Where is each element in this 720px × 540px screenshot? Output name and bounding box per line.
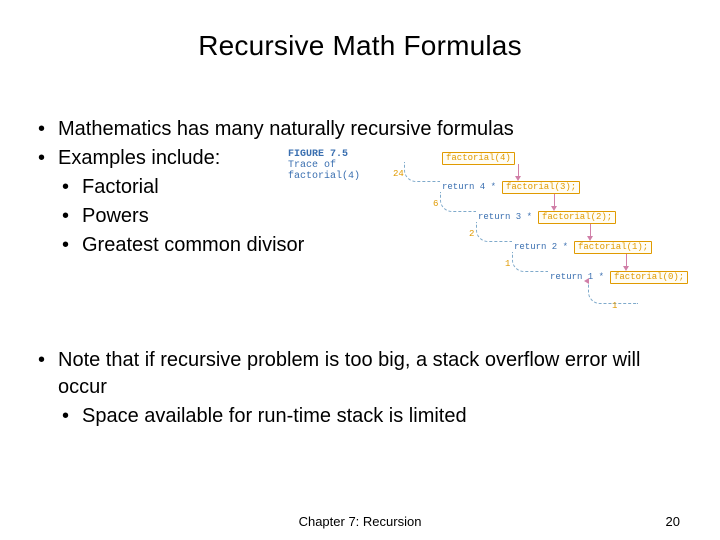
figure-call-node: factorial(2);: [538, 211, 616, 224]
return-curve-icon: [512, 252, 548, 272]
bullet-list-2: Note that if recursive problem is too bi…: [34, 347, 686, 430]
figure-caption-text: Trace of: [288, 160, 336, 171]
slide-title: Recursive Math Formulas: [34, 30, 686, 62]
figure-return-text: return 2 *: [514, 243, 568, 252]
bullet-subitem: Space available for run-time stack is li…: [58, 403, 686, 430]
figure-return-value: 6: [433, 200, 438, 209]
slide: Recursive Math Formulas Mathematics has …: [0, 0, 720, 540]
return-curve-icon: [404, 162, 440, 182]
figure-return-text: return 1 *: [550, 273, 604, 282]
figure-return-value: 1: [505, 260, 510, 269]
figure-return-text: return 4 *: [442, 183, 496, 192]
arrow-head-icon: [584, 278, 589, 284]
figure-return-value: 24: [393, 170, 404, 179]
bullet-item: Note that if recursive problem is too bi…: [34, 347, 686, 430]
figure-trace: FIGURE 7.5 Trace of factorial(4) factori…: [288, 150, 708, 350]
return-curve-icon: [440, 192, 476, 212]
figure-return-text: return 3 *: [478, 213, 532, 222]
bullet-text: Examples include:: [58, 147, 220, 169]
figure-final-value: 1: [612, 302, 617, 311]
figure-return-value: 2: [469, 230, 474, 239]
footer-page-number: 20: [666, 514, 680, 529]
footer-chapter: Chapter 7: Recursion: [299, 514, 422, 529]
figure-caption-label: FIGURE 7.5: [288, 149, 348, 160]
figure-caption-call: factorial(4): [288, 171, 360, 182]
return-curve-icon: [476, 222, 512, 242]
figure-start-node: factorial(4): [442, 152, 515, 165]
bullet-item: Mathematics has many naturally recursive…: [34, 116, 686, 143]
figure-call-node: factorial(3);: [502, 181, 580, 194]
figure-call-node: factorial(1);: [574, 241, 652, 254]
figure-caption-line3: factorial(4): [288, 172, 708, 182]
bullet-text: Note that if recursive problem is too bi…: [58, 349, 640, 398]
bullet-sublist: Space available for run-time stack is li…: [58, 403, 686, 430]
